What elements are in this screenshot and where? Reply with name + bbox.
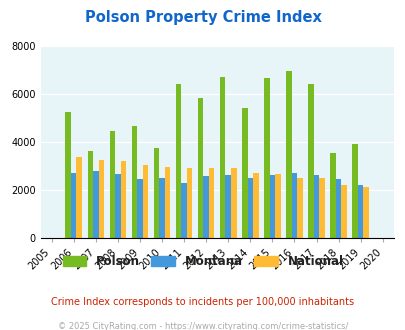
Bar xyxy=(71,174,76,238)
Bar xyxy=(203,176,209,238)
Bar xyxy=(197,98,203,238)
Bar xyxy=(115,174,120,238)
Bar xyxy=(247,178,252,238)
Bar xyxy=(109,131,115,238)
Bar xyxy=(275,175,280,238)
Bar xyxy=(87,151,93,238)
Legend: Polson, Montana, National: Polson, Montana, National xyxy=(58,250,347,273)
Bar xyxy=(159,178,164,238)
Bar xyxy=(269,176,275,238)
Bar xyxy=(153,148,159,238)
Bar xyxy=(241,108,247,238)
Text: © 2025 CityRating.com - https://www.cityrating.com/crime-statistics/: © 2025 CityRating.com - https://www.city… xyxy=(58,322,347,330)
Bar xyxy=(318,178,324,238)
Bar xyxy=(93,171,98,238)
Bar xyxy=(137,179,142,238)
Bar xyxy=(296,178,302,238)
Bar xyxy=(98,160,104,238)
Bar xyxy=(65,112,71,238)
Bar xyxy=(175,84,181,238)
Bar xyxy=(186,168,192,238)
Bar xyxy=(362,187,368,238)
Bar xyxy=(220,77,225,238)
Bar xyxy=(209,168,214,238)
Bar xyxy=(164,167,170,238)
Bar xyxy=(131,126,137,238)
Bar xyxy=(120,161,126,238)
Bar xyxy=(291,173,296,238)
Bar xyxy=(225,176,230,238)
Bar xyxy=(330,153,335,238)
Text: Crime Index corresponds to incidents per 100,000 inhabitants: Crime Index corresponds to incidents per… xyxy=(51,297,354,307)
Bar xyxy=(352,144,357,238)
Bar xyxy=(357,185,362,238)
Bar xyxy=(252,173,258,238)
Bar xyxy=(341,185,346,238)
Bar xyxy=(307,84,313,238)
Bar xyxy=(313,175,318,238)
Bar xyxy=(230,168,236,238)
Text: Polson Property Crime Index: Polson Property Crime Index xyxy=(84,10,321,25)
Bar xyxy=(142,165,148,238)
Bar xyxy=(335,179,341,238)
Bar xyxy=(286,71,291,238)
Bar xyxy=(181,182,186,238)
Bar xyxy=(264,79,269,238)
Bar xyxy=(76,157,82,238)
